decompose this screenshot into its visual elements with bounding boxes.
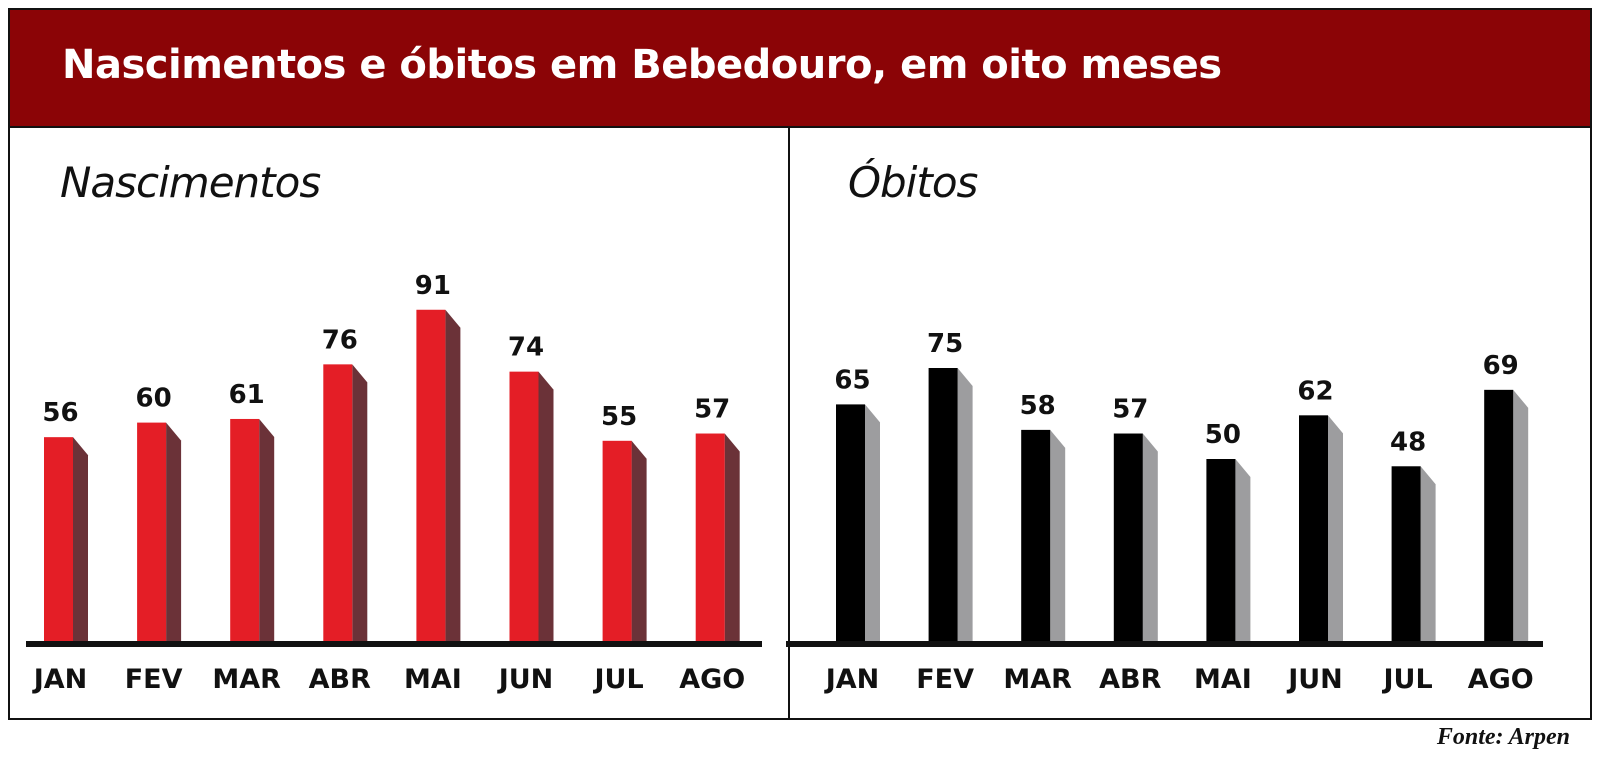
births-value-label-jan: 56 — [42, 398, 78, 428]
deaths-value-label-mar: 58 — [1020, 391, 1056, 421]
deaths-bar-jun — [1299, 415, 1328, 641]
page-title: Nascimentos e óbitos em Bebedouro, em oi… — [62, 42, 1222, 88]
births-value-label-mai: 91 — [415, 271, 451, 301]
births-bar-side-fev — [166, 422, 182, 641]
deaths-bar-jul — [1391, 466, 1421, 641]
births-bar-fev — [137, 422, 167, 641]
deaths-category-label-jul: JUL — [1382, 664, 1433, 695]
deaths-value-label-mai: 50 — [1205, 420, 1241, 450]
births-panel-title: Nascimentos — [60, 158, 321, 207]
births-bar-mar — [230, 418, 260, 641]
deaths-value-label-fev: 75 — [927, 329, 963, 359]
deaths-value-label-ago: 69 — [1483, 351, 1519, 381]
deaths-bar-side-mar — [1050, 429, 1066, 641]
deaths-bar-abr — [1113, 433, 1143, 641]
births-category-label-ago: AGO — [679, 664, 745, 695]
deaths-category-label-abr: ABR — [1099, 664, 1161, 695]
deaths-category-label-mai: MAI — [1194, 664, 1252, 695]
deaths-bar-side-jul — [1420, 466, 1436, 641]
births-category-label-mar: MAR — [212, 664, 281, 695]
births-bar-side-jun — [538, 371, 554, 641]
deaths-bar-mar — [1021, 429, 1051, 641]
births-value-label-abr: 76 — [322, 325, 358, 355]
births-bar-jun — [509, 371, 539, 641]
births-value-label-mar: 61 — [229, 380, 265, 410]
births-bar-mai — [416, 309, 446, 641]
deaths-bar-ago — [1484, 389, 1514, 641]
births-bar-side-abr — [352, 364, 368, 641]
deaths-bar-mai — [1206, 459, 1236, 641]
deaths-bar-side-fev — [957, 368, 973, 641]
births-axis-baseline — [26, 641, 762, 647]
births-bar-side-jul — [631, 440, 647, 641]
panel-divider — [788, 128, 790, 718]
births-value-label-jun: 74 — [508, 333, 544, 363]
deaths-value-label-jan: 65 — [834, 365, 870, 395]
births-bar-side-ago — [724, 433, 740, 641]
births-bar-side-jan — [73, 437, 88, 641]
births-bar-side-mar — [259, 418, 275, 641]
births-category-label-mai: MAI — [404, 664, 462, 695]
births-category-label-abr: ABR — [309, 664, 371, 695]
deaths-value-label-jul: 48 — [1390, 427, 1426, 457]
deaths-category-label-ago: AGO — [1468, 664, 1534, 695]
deaths-axis-baseline — [786, 641, 1543, 647]
deaths-bar-jan — [836, 404, 865, 641]
births-bar-jan — [44, 437, 73, 641]
deaths-bar-side-abr — [1142, 433, 1158, 641]
births-category-label-jan: JAN — [32, 664, 88, 695]
births-bar-side-mai — [445, 309, 461, 641]
births-bar-abr — [323, 364, 353, 641]
deaths-value-label-abr: 57 — [1112, 395, 1148, 425]
deaths-value-label-jun: 62 — [1297, 376, 1333, 406]
births-value-label-ago: 57 — [694, 395, 730, 425]
births-value-label-jul: 55 — [601, 402, 637, 432]
deaths-bar-side-jun — [1328, 415, 1343, 641]
deaths-category-label-jan: JAN — [824, 664, 880, 695]
deaths-bar-side-jan — [865, 404, 880, 641]
chart-frame: Nascimentos e óbitos em Bebedouro, em oi… — [8, 8, 1592, 720]
births-category-label-jun: JUN — [497, 664, 554, 695]
births-value-label-fev: 60 — [136, 384, 172, 414]
births-category-label-jul: JUL — [593, 664, 644, 695]
source-credit: Fonte: Arpen — [1436, 724, 1570, 750]
deaths-bar-side-mai — [1235, 459, 1251, 641]
births-category-label-fev: FEV — [125, 664, 183, 695]
deaths-category-label-mar: MAR — [1003, 664, 1072, 695]
deaths-panel-title: Óbitos — [848, 158, 978, 207]
births-bar-jul — [602, 440, 632, 641]
deaths-bar-side-ago — [1513, 389, 1529, 641]
deaths-category-label-jun: JUN — [1286, 664, 1343, 695]
deaths-bar-fev — [928, 368, 958, 641]
births-bar-ago — [695, 433, 725, 641]
header-banner: Nascimentos e óbitos em Bebedouro, em oi… — [10, 10, 1590, 128]
deaths-category-label-fev: FEV — [916, 664, 974, 695]
